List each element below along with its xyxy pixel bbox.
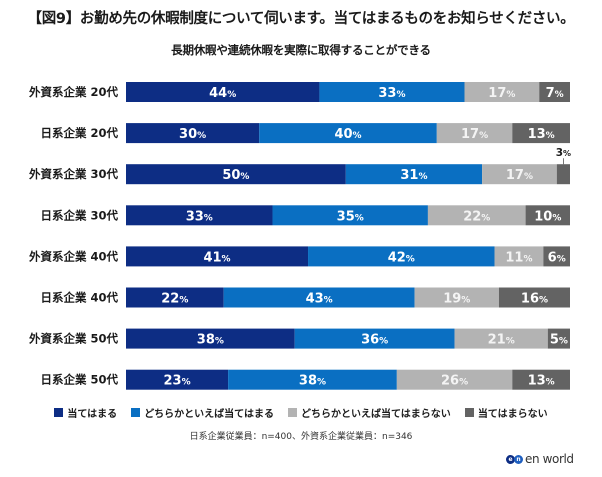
bar-segment [223, 287, 415, 308]
category-label: 外資系企業 40代 [28, 249, 119, 263]
segment-label: 7% [546, 86, 564, 101]
bar-segment [126, 205, 273, 226]
bar-segment [126, 369, 229, 390]
bar-segment [454, 328, 548, 349]
bar-segment [396, 369, 513, 390]
legend-item-1: どちらかといえば当てはまる [131, 405, 274, 420]
segment-label: 19% [443, 292, 470, 307]
legend-label-2: どちらかといえば当てはまらない [301, 409, 451, 420]
segment-label: 17% [461, 127, 488, 142]
segment-label: 13% [528, 374, 555, 389]
bar-segment [512, 369, 570, 390]
bar-segment [543, 246, 570, 267]
bar-segment [482, 164, 557, 185]
logo-mark-icon: e n [506, 454, 523, 464]
bar-segment [272, 205, 428, 226]
segment-label: 23% [163, 374, 190, 389]
segment-label: 17% [488, 86, 515, 101]
category-label: 日系企業 30代 [40, 208, 118, 222]
legend-swatch-0 [54, 408, 64, 417]
category-label: 日系企業 20代 [40, 126, 118, 140]
legend-item-2: どちらかといえば当てはまらない [288, 405, 451, 420]
bar-segment [126, 246, 309, 267]
segment-label: 40% [334, 127, 361, 142]
bar-segment [494, 246, 544, 267]
bar-segment [345, 164, 483, 185]
segment-label: 13% [528, 127, 555, 142]
bar-segment [228, 369, 397, 390]
bar-segment [126, 287, 224, 308]
category-label: 外資系企業 20代 [28, 85, 119, 99]
category-label: 日系企業 50代 [40, 373, 118, 387]
segment-label: 22% [161, 292, 188, 307]
segment-label: 44% [209, 86, 236, 101]
bar-segment [436, 123, 513, 144]
category-label: 日系企業 40代 [40, 291, 118, 305]
segment-label: 43% [306, 292, 333, 307]
legend: 当てはまる どちらかといえば当てはまる どちらかといえば当てはまらない 当てはま… [0, 405, 602, 420]
segment-label: 33% [378, 86, 405, 101]
segment-label: 30% [179, 127, 206, 142]
category-label: 外資系企業 30代 [28, 167, 119, 181]
bar-segment [498, 287, 570, 308]
bar-segment [319, 82, 465, 102]
bar-segment [294, 328, 455, 349]
bar-segment [464, 82, 540, 102]
bar-segment [512, 123, 570, 144]
sample-size-note: 日系企業従業員：n=400、外資系企業従業員：n=346 [189, 432, 413, 442]
segment-label: 41% [203, 250, 230, 265]
segment-label: 36% [361, 333, 388, 348]
segment-label: 35% [337, 209, 364, 224]
segment-label: 5% [550, 333, 568, 348]
segment-label: 33% [186, 209, 213, 224]
legend-label-1: どちらかといえば当てはまる [144, 409, 274, 420]
segment-label: 50% [222, 168, 249, 183]
enworld-logo: e n en world [506, 452, 574, 466]
legend-swatch-2 [288, 408, 297, 417]
bar-segment [126, 164, 346, 185]
bar-segment [539, 82, 570, 102]
bar-segment [556, 164, 570, 185]
segment-label: 22% [463, 209, 490, 224]
segment-label: 31% [400, 168, 427, 183]
segment-label: 21% [488, 333, 515, 348]
legend-label-3: 当てはまらない [477, 409, 548, 420]
chart-title: 【図9】お勤め先の休暇制度について伺います。当てはまるものをお知らせください。 [27, 11, 575, 27]
segment-label: 17% [506, 168, 533, 183]
legend-label-0: 当てはまる [67, 409, 118, 420]
legend-swatch-3 [464, 408, 474, 417]
bar-segment [414, 287, 499, 308]
segment-label: 42% [388, 250, 415, 265]
stacked-bar-chart: 外資系企業 20代 44% 33% 17% 7% 日系企業 20代 30% 40% 17% 13%… [28, 82, 571, 390]
segment-label: 11% [505, 250, 532, 265]
logo-text: en world [525, 452, 574, 466]
logo-mark-n: n [514, 454, 523, 464]
segment-label: 38% [299, 374, 326, 389]
bar-segment [308, 246, 495, 267]
logo-mark-e: e [506, 454, 515, 464]
legend-swatch-1 [131, 408, 141, 417]
legend-item-3: 当てはまらない [464, 405, 548, 420]
bar-segment [547, 328, 570, 349]
bar-segment [126, 328, 295, 349]
legend-item-0: 当てはまる [54, 405, 117, 420]
category-label: 外資系企業 50代 [28, 332, 119, 346]
bar-segment [259, 123, 437, 144]
segment-label: 6% [548, 250, 566, 265]
segment-label: 10% [534, 209, 561, 224]
annotation-label: 3% [556, 147, 571, 159]
chart-subtitle: 長期休暇や連続休暇を実際に取得することができる [171, 43, 431, 57]
bar-segment [427, 205, 526, 226]
segment-label: 26% [441, 374, 468, 389]
bar-segment [126, 82, 320, 102]
segment-label: 16% [521, 292, 548, 307]
bar-segment [126, 123, 260, 144]
bar-segment [525, 205, 570, 226]
segment-label: 38% [197, 333, 224, 348]
